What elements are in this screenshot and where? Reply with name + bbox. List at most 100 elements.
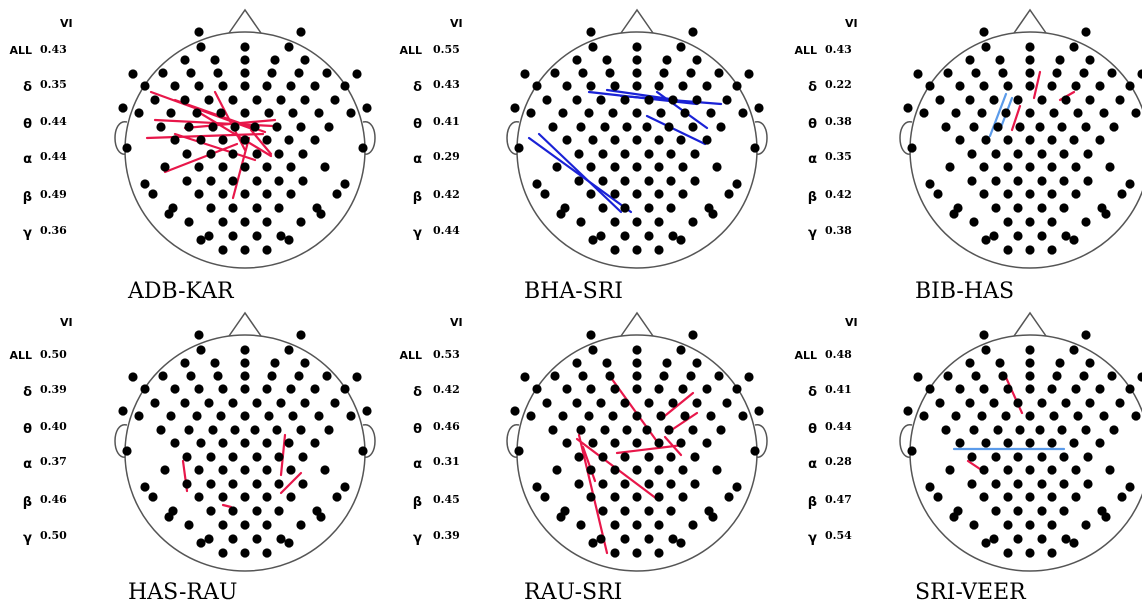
electrode-dot	[662, 55, 672, 65]
vi-value: 0.42	[825, 188, 852, 201]
electrode-dot	[1025, 108, 1035, 118]
electrode-dot	[526, 411, 536, 421]
electrode-dot	[532, 81, 542, 91]
electrode-dot	[979, 189, 989, 199]
electrode-dot	[919, 108, 929, 118]
vi-value: 0.44	[433, 224, 460, 237]
electrode-dot	[332, 189, 342, 199]
electrode-dot	[170, 135, 180, 145]
electrode-dot	[738, 411, 748, 421]
electrode-dot	[272, 122, 282, 132]
electrode-dot	[598, 176, 608, 186]
electrode-dot	[118, 103, 128, 113]
electrode-dot	[1003, 384, 1013, 394]
electrode-dot	[548, 425, 558, 435]
electrode-dot	[588, 345, 598, 355]
electrode-dot	[262, 162, 272, 172]
electrode-dot	[955, 384, 965, 394]
electrode-dot	[532, 384, 542, 394]
electrode-dot	[358, 143, 368, 153]
electrode-dot	[542, 398, 552, 408]
electrode-dot	[1003, 162, 1013, 172]
electrode-dot	[1003, 465, 1013, 475]
electrode-dot	[284, 438, 294, 448]
electrode-dot	[584, 411, 594, 421]
electrode-dot	[644, 452, 654, 462]
electrode-dot	[989, 398, 999, 408]
electrode-dot	[262, 245, 272, 255]
electrode-dot	[576, 425, 586, 435]
electrode-dot	[668, 398, 678, 408]
band-label: α	[413, 152, 422, 167]
electrode-dot	[708, 512, 718, 522]
electrode-dot	[218, 548, 228, 558]
head-topomap	[899, 311, 1142, 572]
vi-value: 0.40	[40, 420, 67, 433]
electrode-dot	[716, 425, 726, 435]
electrode-dot	[903, 406, 913, 416]
connection-line-positive	[163, 142, 239, 174]
electrode-dot	[598, 149, 608, 159]
electrode-dot	[1003, 492, 1013, 502]
electrode-dot	[712, 465, 722, 475]
electrode-dot	[925, 384, 935, 394]
band-label: δ	[23, 80, 32, 95]
electrode-dot	[666, 479, 676, 489]
electrode-dot	[310, 438, 320, 448]
electrode-dot	[267, 68, 277, 78]
electrode-dot	[602, 55, 612, 65]
electrode-dot	[1085, 398, 1095, 408]
electrode-dot	[1095, 384, 1105, 394]
electrode-dot	[340, 482, 350, 492]
electrode-dot	[1085, 358, 1095, 368]
electrode-dot	[1025, 162, 1035, 172]
electrode-dot	[274, 203, 284, 213]
nose-outline	[1013, 8, 1047, 34]
electrode-dot	[156, 122, 166, 132]
electrode-dot	[1013, 231, 1023, 241]
electrode-dot	[979, 465, 989, 475]
electrode-dot	[1055, 358, 1065, 368]
electrode-dot	[1037, 231, 1047, 241]
electrode-dot	[510, 103, 520, 113]
electrode-dot	[270, 358, 280, 368]
electrode-dot	[989, 534, 999, 544]
electrode-dot	[558, 411, 568, 421]
electrode-dot	[184, 520, 194, 530]
nose-outline	[620, 8, 654, 34]
pair-label: SRI-VEER	[915, 580, 1026, 605]
vi-value: 0.31	[433, 455, 460, 468]
electrode-dot	[605, 68, 615, 78]
electrode-dot	[971, 68, 981, 78]
electrode-dot	[632, 345, 642, 355]
electrode-dot	[1095, 81, 1105, 91]
vi-value: 0.45	[433, 493, 460, 506]
connection-line-positive	[173, 132, 257, 162]
electrode-dot	[1081, 217, 1091, 227]
electrode-dot	[1003, 81, 1013, 91]
electrode-dot	[194, 27, 204, 37]
band-label: β	[22, 190, 32, 205]
electrode-dot	[732, 482, 742, 492]
electrode-dot	[969, 217, 979, 227]
electrode-dot	[1081, 425, 1091, 435]
electrode-dot	[1059, 479, 1069, 489]
electrode-dot	[240, 135, 250, 145]
electrode-dot	[738, 108, 748, 118]
electrode-dot	[184, 122, 194, 132]
electrode-dot	[925, 179, 935, 189]
electrode-dot	[514, 143, 524, 153]
electrode-dot	[296, 122, 306, 132]
electrode-dot	[1061, 95, 1071, 105]
electrode-dot	[572, 358, 582, 368]
electrode-dot	[1071, 162, 1081, 172]
electrode-dot	[252, 231, 262, 241]
electrode-dot	[680, 108, 690, 118]
electrode-dot	[134, 108, 144, 118]
electrode-dot	[267, 371, 277, 381]
electrode-dot	[706, 108, 716, 118]
electrode-dot	[1073, 108, 1083, 118]
electrode-dot	[666, 203, 676, 213]
electrode-dot	[933, 492, 943, 502]
electrode-dot	[1025, 345, 1035, 355]
